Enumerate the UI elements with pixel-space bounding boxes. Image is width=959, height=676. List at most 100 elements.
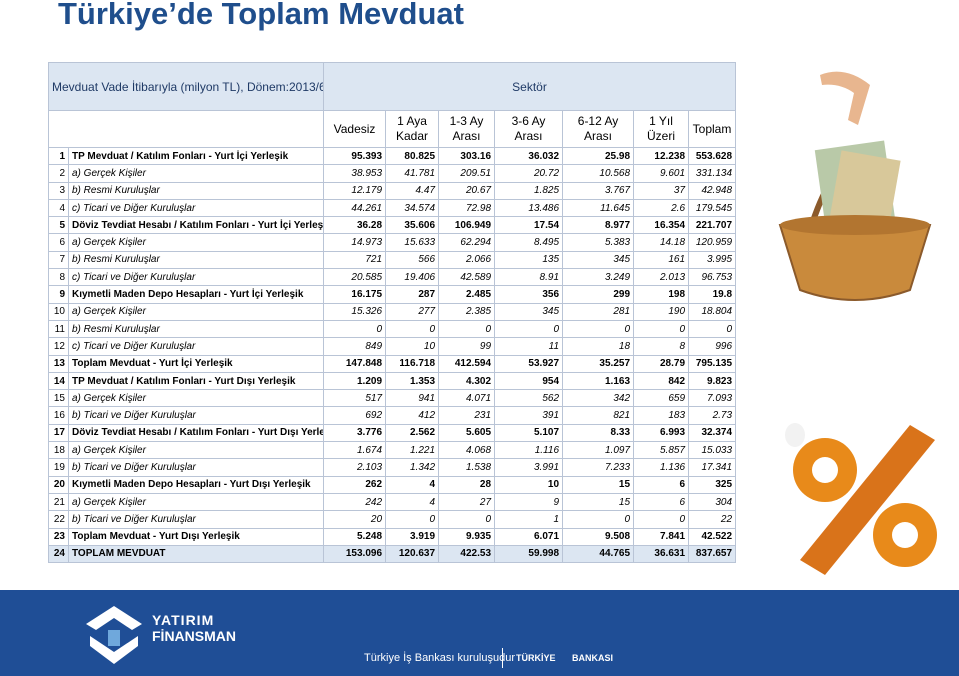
- value-cell: 80.825: [385, 146, 440, 166]
- value-cell: 1.136: [633, 458, 690, 477]
- table-row: 9 Kıymetli Maden Depo Hesapları - Yurt İç…: [48, 285, 737, 304]
- value-cell: 3.919: [385, 527, 440, 546]
- column-header: 1 Aya Kadar: [385, 110, 440, 148]
- basket-rim: [780, 215, 930, 235]
- value-cell: 954: [494, 371, 564, 391]
- value-cell: 5.605: [438, 423, 496, 443]
- row-label: Kıymetli Maden Depo Hesapları - Yurt İçi…: [67, 285, 325, 304]
- bank-top: TÜRKİYE: [516, 653, 556, 663]
- value-cell: 14.973: [323, 233, 387, 252]
- row-number: 3: [48, 181, 69, 200]
- value-cell: 1.353: [385, 371, 440, 391]
- value-cell: 20.585: [323, 268, 387, 287]
- table-row: 18 a) Gerçek Kişiler 1.674 1.221 4.068 1.116 1…: [48, 441, 737, 460]
- row-number: 13: [48, 354, 69, 373]
- row-label: b) Ticari ve Diğer Kuruluşlar: [67, 458, 325, 477]
- bank-bottom: BANKASI: [572, 653, 614, 663]
- value-cell: 8: [633, 337, 690, 356]
- value-cell: 0: [562, 319, 635, 339]
- table-row: 20 Kıymetli Maden Depo Hesapları - Yurt D…: [48, 475, 737, 494]
- value-cell: 2.485: [438, 285, 496, 304]
- value-cell: 345: [494, 302, 564, 321]
- value-cell: 15.326: [323, 302, 387, 321]
- row-label: Döviz Tevdiat Hesabı / Katılım Fonları -…: [67, 423, 325, 443]
- value-cell: 28: [438, 475, 496, 494]
- value-cell: 1.538: [438, 458, 496, 477]
- row-label: b) Ticari ve Diğer Kuruluşlar: [67, 406, 325, 425]
- value-cell: 44.261: [323, 198, 387, 218]
- value-cell: 9: [494, 492, 564, 512]
- value-cell: 6: [633, 475, 690, 494]
- value-cell: 837.657: [688, 544, 737, 564]
- value-cell: 10: [494, 475, 564, 494]
- value-cell: 9.823: [688, 371, 737, 391]
- value-cell: 16.354: [633, 216, 690, 235]
- value-cell: 209.51: [438, 164, 496, 183]
- value-cell: 304: [688, 492, 737, 512]
- value-cell: 15.033: [688, 441, 737, 460]
- value-cell: 5.383: [562, 233, 635, 252]
- value-cell: 13.486: [494, 198, 564, 218]
- value-cell: 345: [562, 250, 635, 270]
- value-cell: 38.953: [323, 164, 387, 183]
- value-cell: 120.637: [385, 544, 440, 564]
- value-cell: 391: [494, 406, 564, 425]
- row-number: 18: [48, 441, 69, 460]
- value-cell: 14.18: [633, 233, 690, 252]
- value-cell: 28.79: [633, 354, 690, 373]
- sector-cell: Sektör: [323, 62, 737, 111]
- table-row: 12 c) Ticari ve Diğer Kuruluşlar 849 10 99 11…: [48, 337, 737, 356]
- value-cell: 996: [688, 337, 737, 356]
- value-cell: 342: [562, 389, 635, 408]
- value-cell: 941: [385, 389, 440, 408]
- value-cell: 135: [494, 250, 564, 270]
- value-cell: 10.568: [562, 164, 635, 183]
- value-cell: 12.238: [633, 146, 690, 166]
- value-cell: 8.91: [494, 268, 564, 287]
- value-cell: 32.374: [688, 423, 737, 443]
- value-cell: 41.781: [385, 164, 440, 183]
- value-cell: 2.562: [385, 423, 440, 443]
- value-cell: 325: [688, 475, 737, 494]
- value-cell: 412.594: [438, 354, 496, 373]
- value-cell: 1.097: [562, 441, 635, 460]
- table-row: 11 b) Resmi Kuruluşlar 0 0 0 0 0 0 0: [48, 319, 737, 339]
- footer: YATIRIM FİNANSMAN Türkiye İş Bankası kur…: [0, 590, 959, 676]
- percent-image: [785, 423, 937, 575]
- value-cell: 849: [323, 337, 387, 356]
- row-label: Döviz Tevdiat Hesabı / Katılım Fonları -…: [67, 216, 325, 235]
- basket-image: [750, 65, 955, 355]
- table-row: 21 a) Gerçek Kişiler 242 4 27 9 15 6 304: [48, 492, 737, 512]
- value-cell: 42.948: [688, 181, 737, 200]
- value-cell: 422.53: [438, 544, 496, 564]
- row-label: Kıymetli Maden Depo Hesapları - Yurt Dış…: [67, 475, 325, 494]
- value-cell: 562: [494, 389, 564, 408]
- logo-part: [86, 606, 142, 630]
- value-cell: 99: [438, 337, 496, 356]
- row-label: a) Gerçek Kişiler: [67, 389, 325, 408]
- value-cell: 221.707: [688, 216, 737, 235]
- value-cell: 95.393: [323, 146, 387, 166]
- value-cell: 553.628: [688, 146, 737, 166]
- value-cell: 6.071: [494, 527, 564, 546]
- value-cell: 4: [385, 492, 440, 512]
- value-cell: 36.032: [494, 146, 564, 166]
- value-cell: 2.066: [438, 250, 496, 270]
- row-number: 10: [48, 302, 69, 321]
- row-label: TOPLAM MEVDUAT: [67, 544, 325, 564]
- value-cell: 566: [385, 250, 440, 270]
- value-cell: 0: [323, 319, 387, 339]
- value-cell: 34.574: [385, 198, 440, 218]
- value-cell: 6: [633, 492, 690, 512]
- value-cell: 1.209: [323, 371, 387, 391]
- value-cell: 7.093: [688, 389, 737, 408]
- value-cell: 692: [323, 406, 387, 425]
- value-cell: 96.753: [688, 268, 737, 287]
- value-cell: 0: [385, 319, 440, 339]
- value-cell: 15: [562, 492, 635, 512]
- banknotes: [829, 150, 901, 230]
- value-cell: 11: [494, 337, 564, 356]
- value-cell: 35.257: [562, 354, 635, 373]
- logo-mark: [86, 606, 142, 664]
- row-label: TP Mevduat / Katılım Fonları - Yurt İçi …: [67, 146, 325, 166]
